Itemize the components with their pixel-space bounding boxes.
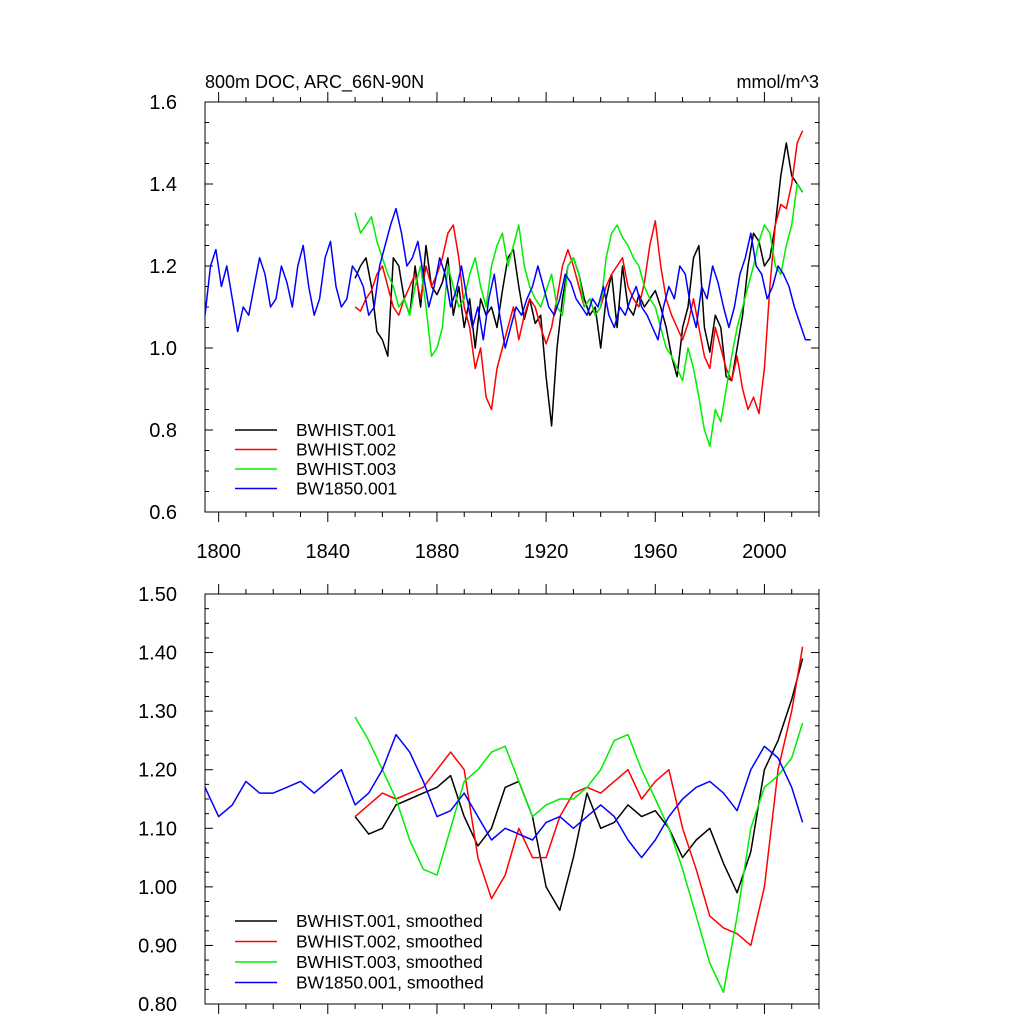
top-x-tick-label: 1840 <box>306 541 351 563</box>
top-legend-label: BWHIST.002 <box>296 440 396 460</box>
bottom-y-tick-label: 1.00 <box>138 877 177 899</box>
top-series-group <box>204 130 811 448</box>
top-x-axis: 1800 1840 1880 1920 1960 2000 <box>196 92 820 563</box>
top-panel: 800m DOC, ARC_66N-90N mmol/m^3 0.6 0.8 1.0… <box>149 72 820 563</box>
bottom-series-line-1 <box>354 658 804 912</box>
bottom-series-line-4 <box>204 733 804 859</box>
bottom-y-tick-label: 1.10 <box>138 818 177 840</box>
top-chart-title: 800m DOC, ARC_66N-90N <box>205 72 424 93</box>
top-x-tick-label: 2000 <box>742 541 787 563</box>
bottom-y-tick-label: 1.50 <box>138 584 177 606</box>
top-y-tick-label: 1.6 <box>149 92 177 114</box>
bottom-y-tick-label: 0.80 <box>138 994 177 1016</box>
top-y-tick-label: 0.8 <box>149 420 177 442</box>
bottom-y-axis: 0.80 0.90 1.00 1.10 1.20 1.30 1.40 1.50 <box>138 584 819 1016</box>
bottom-y-tick-label: 0.90 <box>138 935 177 957</box>
bottom-series-line-2 <box>354 646 804 947</box>
bottom-legend-label: BWHIST.001, smoothed <box>296 911 483 931</box>
top-y-tick-label: 0.6 <box>149 502 177 524</box>
top-legend-label: BWHIST.003 <box>296 459 396 479</box>
top-legend-label: BWHIST.001 <box>296 420 396 440</box>
bottom-y-tick-label: 1.40 <box>138 643 177 665</box>
bottom-x-axis <box>218 584 820 1014</box>
bottom-y-tick-label: 1.30 <box>138 701 177 723</box>
bottom-y-tick-label: 1.20 <box>138 760 177 782</box>
top-x-tick-label: 1800 <box>196 541 241 563</box>
top-y-tick-label: 1.2 <box>149 256 177 278</box>
top-x-tick-label: 1920 <box>524 541 569 563</box>
bottom-series-line-3 <box>354 716 804 994</box>
top-x-tick-label: 1960 <box>633 541 678 563</box>
top-series-line-3 <box>354 183 804 448</box>
bottom-legend-label: BWHIST.003, smoothed <box>296 952 483 972</box>
top-y-axis: 0.6 0.8 1.0 1.2 1.4 1.6 <box>149 92 819 524</box>
bottom-panel: 0.80 0.90 1.00 1.10 1.20 1.30 1.40 1.50 BWHIST.… <box>138 584 820 1016</box>
bottom-series-group <box>204 646 804 994</box>
top-legend-label: BW1850.001 <box>296 479 397 499</box>
top-series-line-2 <box>354 130 804 415</box>
top-x-tick-label: 1880 <box>415 541 460 563</box>
top-y-tick-label: 1.4 <box>149 174 177 196</box>
bottom-legend-label: BWHIST.002, smoothed <box>296 932 483 952</box>
top-y-tick-label: 1.0 <box>149 338 177 360</box>
top-series-line-4 <box>204 207 811 349</box>
bottom-legend-label: BW1850.001, smoothed <box>296 973 484 993</box>
top-chart-units: mmol/m^3 <box>737 72 819 92</box>
